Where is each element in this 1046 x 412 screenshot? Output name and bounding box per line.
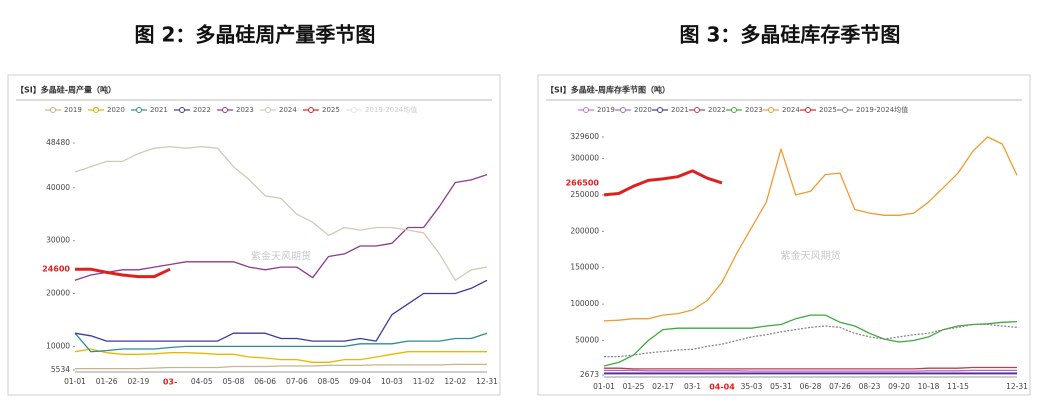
y-tick-label: 250000 (570, 190, 599, 199)
y-tick-label: 50000 (575, 336, 599, 345)
current-value-label: 24600 (42, 265, 70, 274)
subtitle: 【SI】多晶硅-周产量（吨） (16, 85, 116, 95)
legend-label: 2019-2024均值 (856, 105, 908, 114)
panel (537, 74, 1031, 396)
y-tick-label: 20000 (46, 289, 70, 298)
legend-marker (351, 107, 357, 113)
series-line (604, 369, 1017, 372)
x-tick-label: 11-02 (413, 377, 435, 386)
legend-label: 2021 (671, 106, 689, 114)
legend-marker (179, 107, 185, 113)
x-tick-label: 35-03 (741, 382, 763, 391)
legend-label: 2025 (322, 106, 340, 114)
x-tick-label: 04-04 (709, 383, 735, 392)
legend-label: 2022 (193, 106, 211, 114)
x-tick-label: 08-23 (859, 382, 881, 391)
x-tick-label: 02-17 (652, 382, 674, 391)
series-line (75, 363, 487, 370)
legend-marker (694, 107, 700, 113)
watermark: 紫金天风期货 (781, 249, 841, 262)
legend-label: 2022 (708, 106, 726, 114)
legend-label: 2023 (745, 106, 763, 114)
x-tick-label: 03-1 (684, 382, 701, 391)
y-tick-label: 329600 (570, 132, 599, 141)
y-tick-label: 300000 (570, 154, 599, 163)
legend-marker (620, 107, 626, 113)
legend-marker (93, 107, 99, 113)
x-tick-label: 10-18 (918, 382, 940, 391)
x-tick-label: 07-26 (829, 382, 851, 391)
legend-marker (265, 107, 271, 113)
x-tick-label: 02-19 (127, 377, 149, 386)
series-line (604, 366, 1017, 370)
legend-marker (768, 107, 774, 113)
x-tick-label: 06-06 (254, 377, 276, 386)
x-tick-label: 05-08 (223, 377, 245, 386)
series-line (74, 348, 487, 363)
subtitle: 【SI】多晶硅-周库存季节图（吨） (546, 85, 670, 95)
legend-label: 2019-2024均值 (365, 105, 417, 114)
x-tick-label: 08-05 (318, 377, 340, 386)
chart-heading: 图 2：多晶硅周产量季节图 (135, 23, 376, 47)
x-tick-label: 12-02 (444, 377, 466, 386)
x-tick-label: 04-05 (191, 377, 213, 386)
legend-label: 2020 (107, 106, 125, 114)
legend-marker (657, 107, 663, 113)
x-tick-label: 10-03 (381, 377, 403, 386)
legend-label: 2020 (634, 106, 652, 114)
x-tick-label: 01-25 (623, 382, 645, 391)
x-tick-label: 12-31 (1006, 382, 1028, 391)
legend-marker (842, 107, 848, 113)
legend-marker (222, 107, 228, 113)
x-tick-label: 01-01 (593, 382, 615, 391)
x-tick-label: 05-31 (770, 382, 792, 391)
y-tick-label: 5534 (51, 365, 70, 374)
current-value-label: 266500 (566, 178, 600, 187)
series-line (603, 136, 1018, 322)
legend-label: 2024 (279, 106, 297, 114)
legend-label: 2019 (597, 106, 615, 114)
x-tick-label: 03- (163, 378, 177, 387)
legend-label: 2019 (64, 106, 82, 114)
y-tick-label: 150000 (570, 263, 599, 272)
legend-marker (136, 107, 142, 113)
y-tick-label: 10000 (46, 341, 70, 350)
series-line (75, 267, 171, 279)
x-tick-label: 11-15 (947, 382, 969, 391)
series-line (74, 145, 488, 281)
legend-label: 2023 (236, 106, 254, 114)
series-line (74, 332, 488, 353)
x-tick-label: 06-28 (800, 382, 822, 391)
y-tick-label: 40000 (46, 183, 70, 192)
legend-label: 2021 (150, 106, 168, 114)
series-line (74, 173, 488, 281)
x-tick-label: 09-20 (888, 382, 910, 391)
legend-label: 2025 (819, 106, 837, 114)
series-line (603, 169, 723, 197)
x-tick-label: 12-31 (476, 377, 498, 386)
chart-heading: 图 3：多晶硅库存季节图 (680, 23, 901, 47)
x-tick-label: 01-01 (64, 377, 86, 386)
y-tick-label: 30000 (46, 236, 70, 245)
legend-marker (50, 107, 56, 113)
legend-marker (731, 107, 737, 113)
x-tick-label: 09-04 (349, 377, 371, 386)
x-tick-label: 01-26 (96, 377, 118, 386)
legend-marker (805, 107, 811, 113)
legend-label: 2024 (782, 106, 800, 114)
y-tick-label: 200000 (570, 226, 599, 235)
legend-marker (583, 107, 589, 113)
x-tick-label: 07-06 (286, 377, 308, 386)
y-tick-label: 2673 (580, 370, 599, 379)
y-tick-label: 48480 (46, 138, 70, 147)
series-line (74, 279, 488, 342)
legend-marker (308, 107, 314, 113)
watermark: 紫金天风期货 (251, 250, 311, 263)
y-tick-label: 100000 (570, 299, 599, 308)
series-line (603, 314, 1018, 367)
panel (7, 74, 501, 396)
